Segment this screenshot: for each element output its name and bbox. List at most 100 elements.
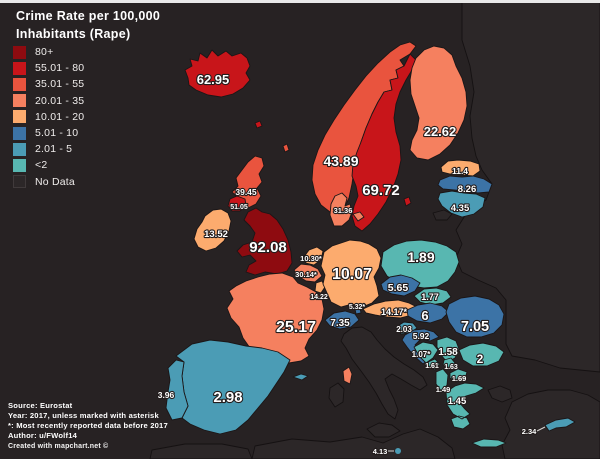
country-north-macedonia [449, 368, 468, 383]
legend-swatch-lt2 [13, 158, 26, 172]
country-northern-ireland [227, 195, 247, 212]
landmass-turkey-thrace [487, 385, 513, 403]
value-poland: 1.89 [407, 249, 434, 265]
value-portugal: 3.96 [158, 390, 175, 400]
value-croatia: 5.92 [413, 331, 430, 341]
map-title-line2: Inhabitants (Rape) [16, 26, 131, 41]
country-ireland [193, 208, 232, 252]
country-greece [445, 382, 507, 448]
country-iceland [184, 49, 263, 129]
country-bulgaria [458, 342, 505, 367]
legend-row: 10.01 - 20 [13, 109, 84, 125]
value-iceland: 62.95 [197, 72, 230, 87]
country-belgium [293, 263, 323, 283]
value-latvia: 8.26 [458, 184, 477, 195]
map-title: Crime Rate per 100,000 Inhabitants (Rape… [16, 8, 160, 43]
source-attribution: Source: Eurostat Year: 2017, unless mark… [8, 401, 168, 451]
value-norway: 43.89 [323, 153, 358, 169]
landmass-sardinia [328, 382, 345, 408]
country-kosovo [442, 357, 456, 369]
legend-swatch-35-55 [13, 77, 26, 91]
legend-label: No Data [35, 175, 75, 188]
value-switzerland: 7.35 [330, 318, 350, 329]
legend-swatch-80plus [13, 45, 26, 59]
value-liechtenstein: 5.32* [349, 304, 366, 311]
landmass-sicily [366, 422, 401, 438]
footer-year: Year: 2017, unless marked with asterisk [8, 410, 159, 420]
country-netherlands [302, 246, 324, 266]
value-slovenia: 2.03 [396, 325, 412, 334]
country-malta [395, 448, 401, 454]
value-netherlands: 10.30* [300, 254, 322, 263]
legend: 80+ 55.01 - 80 35.01 - 55 20.01 - 35 10.… [13, 44, 84, 190]
legend-label: <2 [35, 159, 48, 172]
value-ireland: 13.52 [204, 229, 228, 240]
country-germany [320, 239, 382, 308]
country-liechtenstein [354, 307, 362, 315]
value-serbia: 1.58 [438, 347, 458, 358]
landmass-italy [340, 326, 428, 420]
country-england-wales [236, 207, 293, 276]
value-hungary: 6 [421, 308, 428, 323]
value-albania: 1.49 [436, 385, 451, 394]
value-spain: 2.98 [213, 389, 242, 406]
landmass-north-africa [251, 428, 456, 459]
value-sweden: 69.72 [362, 182, 400, 199]
country-bosnia [413, 341, 439, 364]
value-denmark: 31.36 [334, 206, 353, 215]
country-albania [435, 368, 449, 393]
value-austria: 14.17* [381, 307, 408, 317]
country-denmark [329, 192, 365, 227]
country-estonia [440, 159, 481, 177]
legend-row: No Data [13, 174, 84, 190]
country-portugal [165, 359, 189, 421]
country-cyprus [544, 417, 576, 432]
value-malta: 4.13 [373, 447, 388, 456]
value-belgium: 30.14* [295, 270, 317, 279]
country-latvia [437, 175, 493, 194]
legend-row: 35.01 - 55 [13, 76, 84, 92]
country-montenegro [427, 358, 441, 371]
legend-swatch-55-80 [13, 61, 26, 75]
country-czechia [380, 274, 421, 297]
cyprus-leader-line [536, 426, 546, 432]
country-hungary [406, 302, 450, 324]
value-luxembourg: 14.22 [310, 294, 328, 301]
country-slovakia [413, 287, 452, 306]
legend-swatch-5-10 [13, 126, 26, 140]
legend-label: 35.01 - 55 [35, 78, 85, 91]
value-slovakia: 1.77 [421, 292, 439, 302]
legend-row: 2.01 - 5 [13, 141, 84, 157]
country-sweden [351, 53, 417, 232]
legend-row: <2 [13, 157, 84, 173]
legend-swatch-10-20 [13, 110, 26, 124]
country-finland [409, 45, 468, 161]
footer-asterisk-note: *: Most recently reported data before 20… [8, 421, 168, 431]
legend-row: 5.01 - 10 [13, 125, 84, 141]
legend-swatch-nodata [13, 175, 26, 189]
value-bosnia: 1.07* [412, 350, 432, 359]
country-scotland [231, 143, 290, 211]
legend-label: 20.01 - 35 [35, 94, 85, 107]
top-border-strip [0, 0, 600, 3]
footer-author: Author: u/FWolf14 [8, 431, 78, 441]
value-romania: 7.05 [461, 319, 489, 335]
value-montenegro: 1.61 [425, 363, 439, 370]
legend-row: 80+ [13, 44, 84, 60]
value-germany: 10.07 [332, 266, 372, 283]
legend-label: 80+ [35, 46, 54, 59]
value-france: 25.17 [276, 319, 316, 336]
landmass-kaliningrad [432, 209, 453, 221]
country-lithuania [437, 190, 486, 218]
value-estonia: 11.4 [452, 166, 468, 176]
country-switzerland [324, 310, 360, 330]
legend-swatch-2-5 [13, 142, 26, 156]
country-luxembourg [314, 280, 326, 294]
value-cyprus: 2.34 [522, 427, 537, 436]
country-romania [445, 295, 505, 338]
value-north-macedonia: 1.69 [452, 374, 467, 383]
value-bulgaria: 2 [477, 352, 484, 366]
map-title-line1: Crime Rate per 100,000 [16, 9, 161, 23]
